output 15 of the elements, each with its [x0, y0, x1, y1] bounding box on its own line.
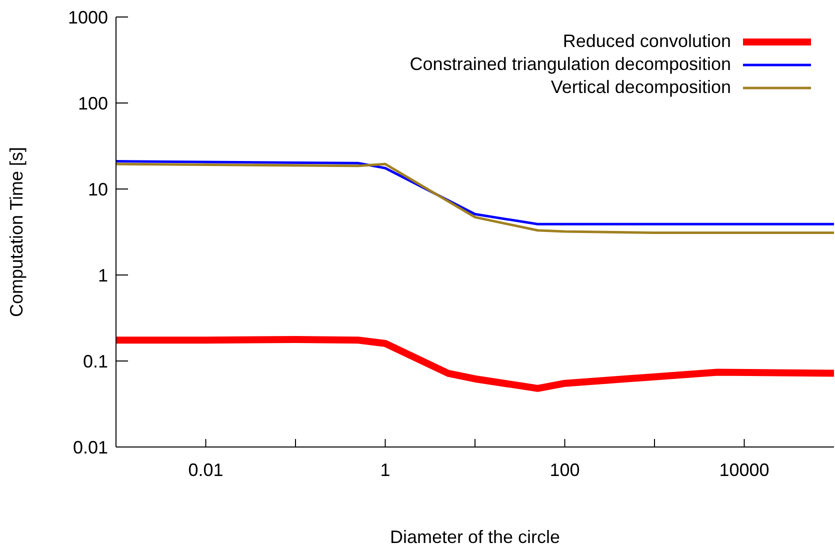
y-tick-label: 100: [78, 93, 108, 114]
legend-label: Reduced convolution: [562, 31, 731, 52]
x-tick-label: 0.01: [188, 460, 224, 480]
y-tick-label: 10: [88, 179, 108, 200]
y-tick-label: 1: [98, 265, 108, 286]
x-tick-label: 100: [550, 460, 580, 480]
x-tick-label: 1: [380, 460, 390, 480]
y-tick-label: 0.1: [82, 351, 108, 372]
x-tick-label: 10000: [719, 460, 770, 480]
x-axis-title: Diameter of the circle: [390, 527, 560, 547]
legend-label: Constrained triangulation decomposition: [410, 54, 731, 75]
y-tick-label: 1000: [68, 7, 108, 28]
y-axis-title: Computation Time [s]: [6, 146, 26, 318]
legend-label: Vertical decomposition: [550, 77, 731, 98]
y-tick-label: 0.01: [72, 437, 108, 458]
